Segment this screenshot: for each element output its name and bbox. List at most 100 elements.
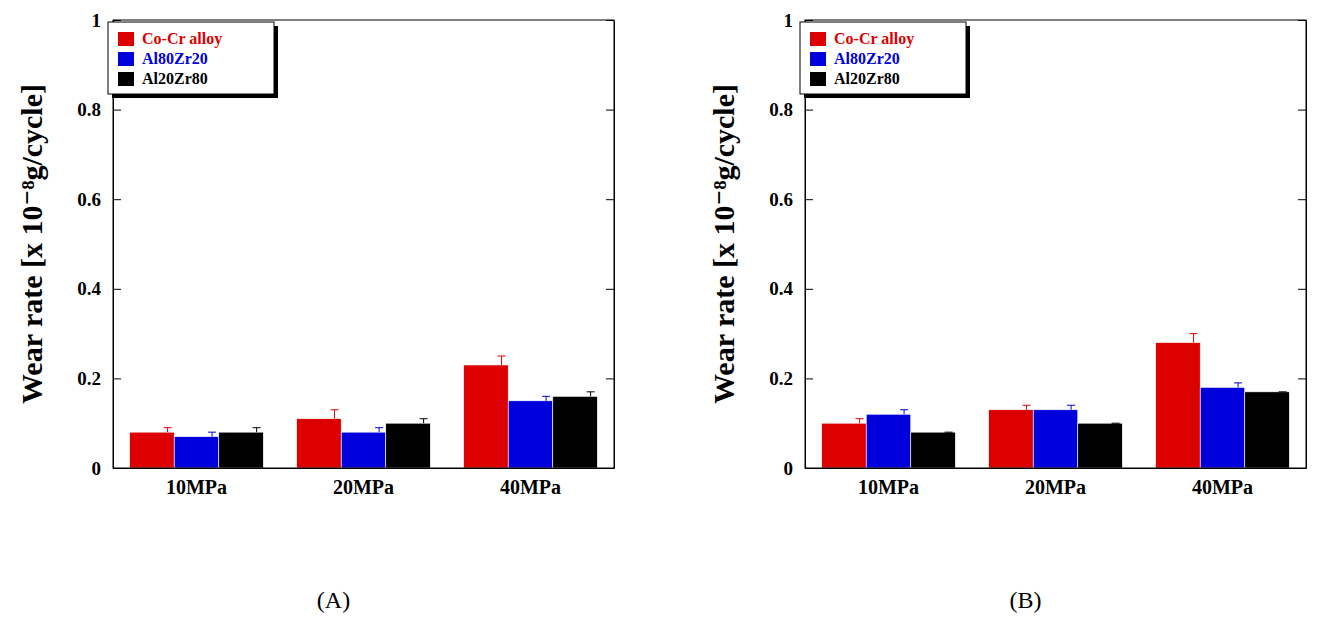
y-tick-mark-right xyxy=(606,378,614,379)
x-tick: 10MPa xyxy=(858,468,919,498)
error-bar-cap xyxy=(208,432,216,433)
error-bar xyxy=(375,428,383,432)
error-bar-cap xyxy=(1190,333,1198,334)
x-tick-label: 10MPa xyxy=(166,476,227,498)
error-bar xyxy=(253,428,261,432)
legend-label: Co-Cr alloy xyxy=(834,30,914,48)
x-tick: 20MPa xyxy=(333,468,394,498)
legend: Co-Cr alloyAl80Zr20Al20Zr80 xyxy=(800,22,970,98)
y-tick-mark-right xyxy=(606,289,614,290)
chart-caption: (B) xyxy=(1010,587,1042,613)
y-tick-right xyxy=(606,20,614,21)
error-bar-cap xyxy=(1279,391,1287,392)
error-bar-line xyxy=(590,392,591,396)
x-tick: 10MPa xyxy=(166,468,227,498)
error-bar-line xyxy=(859,419,860,423)
plot-marks xyxy=(822,334,1290,468)
y-tick-mark-right xyxy=(1298,289,1306,290)
error-bar-line xyxy=(1193,334,1194,343)
y-tick-mark xyxy=(113,378,121,379)
x-tick-label: 40MPa xyxy=(1192,476,1253,498)
y-tick-mark-right xyxy=(1298,378,1306,379)
y-tick: 0.6 xyxy=(77,189,121,210)
chart: 00.20.40.60.8110MPa20MPa40MPaWear rate [… xyxy=(707,10,1307,613)
legend-swatch xyxy=(810,32,826,46)
legend: Co-Cr alloyAl80Zr20Al20Zr80 xyxy=(108,22,278,98)
error-bar-cap xyxy=(945,432,953,433)
bar xyxy=(508,401,553,468)
error-bar-line xyxy=(1071,405,1072,409)
y-tick-mark xyxy=(113,199,121,200)
y-tick: 0.4 xyxy=(77,278,121,299)
error-bar xyxy=(1067,405,1075,409)
chart-caption: (A) xyxy=(317,587,350,613)
y-axis-title: Wear rate [x 10⁻⁸g/cycle] xyxy=(15,84,48,404)
x-tick-label: 40MPa xyxy=(500,476,561,498)
error-bar-cap xyxy=(587,391,595,392)
bar xyxy=(130,432,175,468)
y-tick: 0.2 xyxy=(77,368,121,389)
plot-marks xyxy=(130,356,598,468)
error-bar-line xyxy=(1026,405,1027,409)
y-tick-label: 1 xyxy=(784,10,794,31)
error-bar-cap xyxy=(1023,405,1031,406)
error-bar xyxy=(208,432,216,436)
y-tick-label: 0 xyxy=(92,458,102,479)
x-axis-line xyxy=(114,468,615,469)
y-tick-right xyxy=(606,199,614,200)
x-axis-line xyxy=(806,468,1307,469)
bar xyxy=(1078,423,1123,468)
error-bar-cap xyxy=(1067,405,1075,406)
bar xyxy=(464,365,509,468)
y-axis-right xyxy=(606,21,615,469)
y-tick-label: 0.8 xyxy=(769,99,793,120)
error-bar xyxy=(900,410,908,414)
y-tick-label: 0.8 xyxy=(77,99,101,120)
y-tick-mark xyxy=(805,199,813,200)
error-bar-cap xyxy=(542,396,550,397)
y-tick-mark xyxy=(805,378,813,379)
y-tick-mark-right xyxy=(606,20,614,21)
y-tick-mark-right xyxy=(1298,20,1306,21)
y-tick-mark xyxy=(113,20,121,21)
y-tick-label: 0 xyxy=(784,458,794,479)
y-tick-mark-right xyxy=(1298,110,1306,111)
error-bar xyxy=(1234,383,1242,387)
y-tick-label: 0.6 xyxy=(77,189,101,210)
x-tick: 40MPa xyxy=(1192,468,1253,498)
y-tick-mark-right xyxy=(1298,199,1306,200)
error-bar xyxy=(164,428,172,432)
error-bar-cap xyxy=(420,418,428,419)
x-axis: 10MPa 20MPa 40MPa xyxy=(806,468,1307,498)
x-tick: 20MPa xyxy=(1025,468,1086,498)
error-bar xyxy=(542,396,550,400)
error-bar-line xyxy=(256,428,257,432)
y-axis-title: Wear rate [x 10⁻⁸g/cycle] xyxy=(707,84,740,404)
y-tick-right xyxy=(1298,289,1306,290)
error-bar-line xyxy=(546,396,547,400)
y-tick: 0.4 xyxy=(769,278,813,299)
error-bar xyxy=(498,356,506,365)
error-bar-line xyxy=(379,428,380,432)
error-bar xyxy=(1112,423,1120,424)
y-tick-mark-right xyxy=(606,199,614,200)
error-bar xyxy=(587,392,595,396)
bar xyxy=(1245,392,1290,468)
bar xyxy=(989,410,1034,468)
y-tick-mark xyxy=(113,110,121,111)
bar xyxy=(866,414,911,468)
bar xyxy=(553,396,598,468)
legend-label: Al80Zr20 xyxy=(834,50,900,67)
error-bar-cap xyxy=(253,427,261,428)
bar xyxy=(174,437,219,468)
y-tick-right xyxy=(606,289,614,290)
bar xyxy=(386,423,431,468)
legend-label: Al80Zr20 xyxy=(142,50,208,67)
legend-swatch xyxy=(118,32,134,46)
error-bar-cap xyxy=(856,418,864,419)
y-tick-mark-right xyxy=(606,110,614,111)
error-bar xyxy=(331,410,339,419)
error-bar-cap xyxy=(331,409,339,410)
error-bar-cap xyxy=(1112,423,1120,424)
bar xyxy=(219,432,264,468)
